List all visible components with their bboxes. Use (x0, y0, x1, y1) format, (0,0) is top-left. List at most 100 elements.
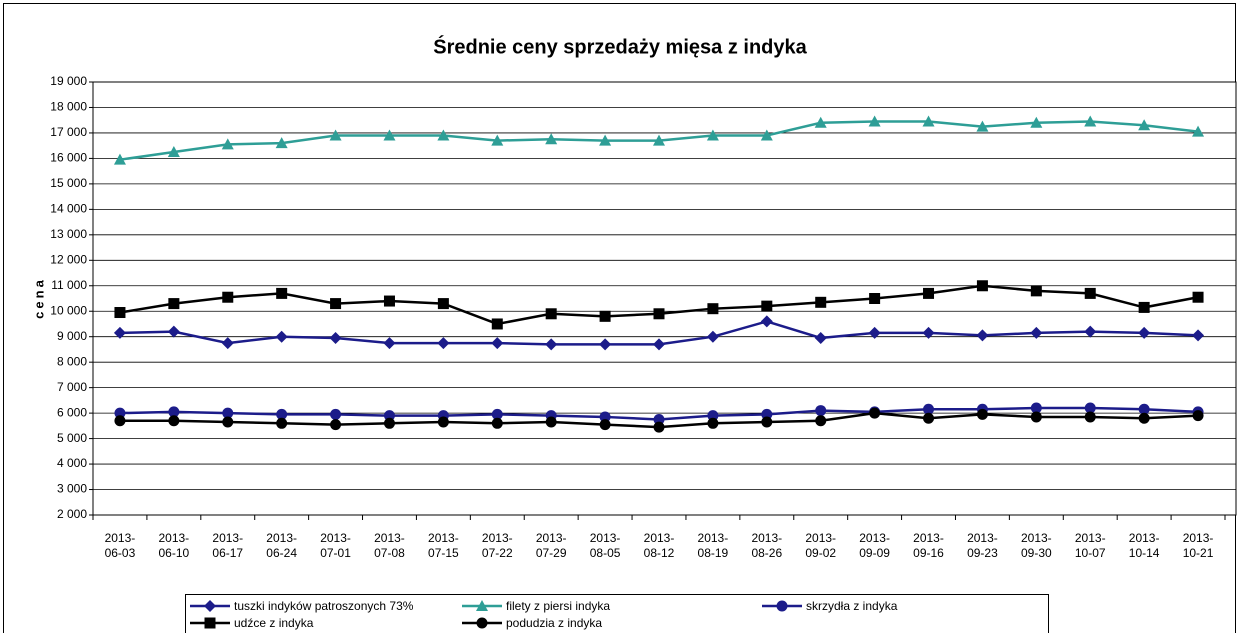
x-tick-label: 2013-08-19 (697, 531, 729, 560)
data-point (814, 116, 827, 128)
data-point (383, 417, 395, 429)
data-point (383, 295, 395, 307)
x-tick-label: 2013-06-03 (104, 531, 136, 560)
data-point (1084, 402, 1096, 414)
y-tick-label: 19 000 (50, 74, 87, 88)
data-point (491, 408, 503, 420)
data-point (1084, 411, 1096, 423)
data-point (275, 137, 288, 149)
x-tick-label: 2013-08-12 (643, 531, 675, 560)
data-point (221, 337, 234, 350)
data-point (599, 411, 611, 423)
x-tick-label: 2013-08-05 (589, 531, 621, 560)
legend-label: skrzydła z indyka (806, 599, 898, 613)
chart-title: Średnie ceny sprzedaży mięsa z indyka (433, 34, 807, 58)
data-point (330, 298, 342, 310)
data-point (222, 291, 234, 303)
data-point (599, 134, 612, 146)
data-point (760, 129, 773, 141)
legend-marker (204, 600, 216, 612)
data-point (1030, 285, 1042, 297)
data-point (491, 134, 504, 146)
data-point (222, 416, 234, 428)
data-point (922, 115, 935, 127)
y-tick-label: 6 000 (57, 405, 87, 419)
data-point (1030, 326, 1043, 339)
data-point (491, 417, 503, 429)
data-point (276, 417, 288, 429)
y-tick-label: 14 000 (50, 202, 87, 216)
data-point (1192, 329, 1205, 342)
y-tick-label: 4 000 (57, 456, 87, 470)
x-tick-label: 2013-10-14 (1128, 531, 1160, 560)
data-point (760, 315, 773, 328)
legend-marker (476, 600, 488, 611)
data-point (1192, 125, 1205, 137)
data-point (653, 338, 665, 351)
data-point (545, 133, 558, 145)
data-point (545, 416, 557, 428)
y-tick-label: 12 000 (50, 252, 87, 266)
data-point (653, 413, 665, 425)
data-point (815, 405, 827, 417)
data-point (383, 337, 396, 350)
data-point (330, 408, 342, 420)
data-point (707, 417, 719, 429)
data-point (383, 129, 396, 141)
data-point (815, 296, 827, 308)
legend-label: udźce z indyka (234, 616, 314, 630)
data-point (707, 410, 719, 422)
data-point (976, 280, 988, 292)
plot-area (92, 81, 1237, 516)
data-point (167, 325, 180, 338)
x-tick-label: 2013-06-24 (266, 531, 297, 560)
legend-marker (204, 617, 216, 629)
x-tick-label: 2013-09-16 (913, 531, 944, 560)
data-point (545, 338, 558, 351)
data-point (815, 415, 827, 427)
legend-label: podudzia z indyka (506, 616, 602, 630)
data-point (1138, 326, 1151, 339)
data-point (437, 416, 449, 428)
legend-label: tuszki indyków patroszonych 73% (234, 599, 414, 613)
x-tick-label: 2013-06-17 (212, 531, 244, 560)
data-point (1084, 325, 1097, 338)
data-point (1138, 119, 1151, 131)
data-point (761, 300, 773, 312)
data-point (221, 138, 234, 150)
x-tick-label: 2013-07-15 (428, 531, 459, 560)
legend-marker (776, 600, 788, 612)
data-point (706, 330, 719, 343)
y-tick-label: 11 000 (51, 278, 87, 292)
data-point (599, 419, 611, 431)
y-tick-label: 8 000 (57, 354, 87, 368)
y-axis-label: cena (31, 277, 46, 319)
x-tick-label: 2013-09-02 (805, 531, 837, 560)
data-point (168, 415, 180, 427)
data-point (761, 416, 773, 428)
data-point (923, 403, 935, 415)
data-point (923, 412, 935, 424)
y-tick-label: 7 000 (57, 380, 87, 394)
x-tick-label: 2013-07-29 (535, 531, 567, 560)
data-point (113, 326, 126, 339)
data-point (222, 407, 234, 419)
data-point (545, 308, 557, 320)
y-tick-label: 5 000 (57, 431, 87, 445)
x-tick-label: 2013-06-10 (158, 531, 190, 560)
data-point (329, 331, 342, 344)
x-tick-label: 2013-08-26 (751, 531, 783, 560)
data-point (275, 330, 288, 343)
data-point (1138, 301, 1150, 313)
legend-label: filety z piersi indyka (506, 599, 610, 613)
data-point (1030, 411, 1042, 423)
data-point (437, 298, 449, 310)
legend (185, 594, 1049, 633)
data-point (599, 338, 612, 351)
data-point (113, 153, 126, 165)
data-point (114, 415, 126, 427)
x-tick-label: 2013-09-30 (1020, 531, 1052, 560)
x-tick-label: 2013-07-01 (320, 531, 351, 560)
